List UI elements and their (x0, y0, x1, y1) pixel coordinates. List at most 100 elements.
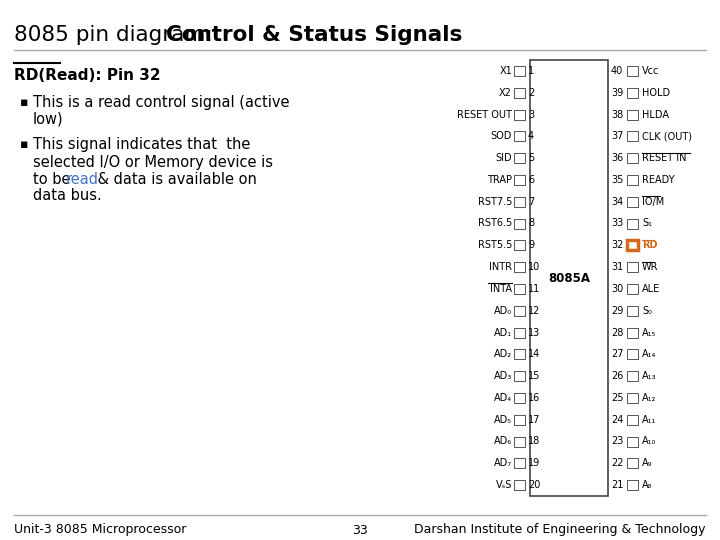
Text: 36: 36 (611, 153, 624, 163)
Text: VₛS: VₛS (495, 480, 512, 490)
Text: A₉: A₉ (642, 458, 652, 468)
Text: 29: 29 (611, 306, 624, 316)
Text: 23: 23 (611, 436, 624, 447)
Text: SOD: SOD (490, 131, 512, 141)
Text: 22: 22 (611, 458, 624, 468)
Text: RD(Read): Pin 32: RD(Read): Pin 32 (14, 69, 161, 84)
Text: 16: 16 (528, 393, 540, 403)
Text: A₁₀: A₁₀ (642, 436, 657, 447)
Bar (514, 436, 525, 447)
Text: Control & Status Signals: Control & Status Signals (166, 25, 462, 45)
Bar (514, 480, 525, 490)
Bar (627, 66, 638, 76)
Bar (514, 349, 525, 359)
Bar (627, 393, 638, 403)
Text: 3: 3 (528, 110, 534, 119)
Bar (514, 327, 525, 338)
Text: 35: 35 (611, 175, 624, 185)
Text: 26: 26 (611, 371, 624, 381)
Text: INTR: INTR (489, 262, 512, 272)
Bar (514, 393, 525, 403)
Text: S₁: S₁ (642, 219, 652, 228)
Text: ▪: ▪ (20, 96, 29, 109)
Text: This is a read control signal (active: This is a read control signal (active (33, 94, 289, 110)
Text: RESET IN: RESET IN (642, 153, 686, 163)
Text: AD₃: AD₃ (494, 371, 512, 381)
Text: 11: 11 (528, 284, 540, 294)
Text: 7: 7 (528, 197, 534, 207)
Text: RST5.5: RST5.5 (477, 240, 512, 251)
Text: Unit-3 8085 Microprocessor: Unit-3 8085 Microprocessor (14, 523, 186, 537)
Bar (627, 327, 638, 338)
Text: A₁₂: A₁₂ (642, 393, 657, 403)
Bar (627, 306, 638, 316)
Text: AD₁: AD₁ (494, 327, 512, 338)
Bar (627, 153, 638, 163)
Text: 1: 1 (528, 66, 534, 76)
Text: 31: 31 (611, 262, 624, 272)
Text: read: read (66, 172, 99, 186)
Bar (627, 371, 638, 381)
Bar (514, 262, 525, 272)
Bar (627, 436, 638, 447)
Bar (514, 87, 525, 98)
Text: 37: 37 (611, 131, 624, 141)
Text: A₁₅: A₁₅ (642, 327, 656, 338)
Text: 9: 9 (528, 240, 534, 251)
Text: 25: 25 (611, 393, 624, 403)
Bar (530, 60, 608, 496)
Text: RST7.5: RST7.5 (477, 197, 512, 207)
Text: data bus.: data bus. (33, 188, 102, 204)
Bar (514, 240, 525, 251)
Text: X2: X2 (499, 87, 512, 98)
Bar (514, 153, 525, 163)
Text: 21: 21 (611, 480, 624, 490)
Text: A₁₄: A₁₄ (642, 349, 657, 359)
Bar (627, 131, 638, 141)
Text: to be: to be (33, 172, 75, 186)
Text: TRAP: TRAP (487, 175, 512, 185)
Bar (514, 306, 525, 316)
Bar (514, 175, 525, 185)
Text: This signal indicates that  the: This signal indicates that the (33, 138, 251, 152)
Bar (514, 219, 525, 228)
Text: 20: 20 (528, 480, 541, 490)
Text: AD₇: AD₇ (494, 458, 512, 468)
Text: READY: READY (642, 175, 675, 185)
Bar (627, 219, 638, 228)
Text: S₀: S₀ (642, 306, 652, 316)
Text: Vᴄᴄ: Vᴄᴄ (642, 66, 660, 76)
Bar (627, 480, 638, 490)
Text: 17: 17 (528, 415, 541, 424)
Text: CLK (OUT): CLK (OUT) (642, 131, 692, 141)
Text: 14: 14 (528, 349, 540, 359)
Text: 4: 4 (528, 131, 534, 141)
Bar (514, 458, 525, 468)
Bar (627, 458, 638, 468)
Text: 32: 32 (611, 240, 624, 251)
Text: 28: 28 (611, 327, 624, 338)
Text: 8: 8 (528, 219, 534, 228)
Text: selected I/O or Memory device is: selected I/O or Memory device is (33, 154, 273, 170)
Text: 24: 24 (611, 415, 624, 424)
Text: 33: 33 (611, 219, 624, 228)
Text: A₁₃: A₁₃ (642, 371, 657, 381)
Text: A₁₁: A₁₁ (642, 415, 657, 424)
Text: 6: 6 (528, 175, 534, 185)
Text: SID: SID (495, 153, 512, 163)
Text: 8085A: 8085A (548, 272, 590, 285)
Text: INTA: INTA (490, 284, 512, 294)
Text: AD₀: AD₀ (494, 306, 512, 316)
Text: HOLD: HOLD (642, 87, 670, 98)
Bar (627, 262, 638, 272)
Text: WR: WR (642, 262, 659, 272)
Text: X1: X1 (499, 66, 512, 76)
Bar (627, 175, 638, 185)
Bar (627, 110, 638, 119)
Text: 8085 pin diagram:: 8085 pin diagram: (14, 25, 220, 45)
Text: 38: 38 (611, 110, 624, 119)
Text: 13: 13 (528, 327, 540, 338)
Bar (514, 110, 525, 119)
Text: RD: RD (642, 240, 657, 251)
Text: AD₆: AD₆ (494, 436, 512, 447)
